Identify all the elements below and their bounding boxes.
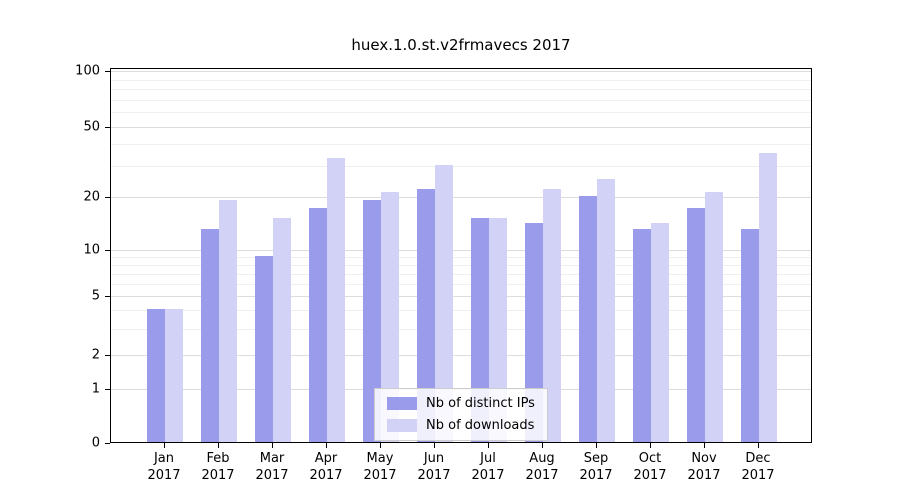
x-tick-mark (380, 443, 381, 448)
legend-swatch-distinct-ips (387, 397, 417, 410)
y-tick-label: 2 (91, 347, 100, 363)
legend-label-downloads: Nb of downloads (426, 418, 535, 433)
gridline-minor (111, 89, 811, 90)
bar-distinct-ips (201, 229, 219, 442)
x-tick-label: Mar 2017 (255, 451, 289, 483)
x-tick-mark (542, 443, 543, 448)
bar-distinct-ips (309, 208, 327, 442)
gridline-minor (111, 166, 811, 167)
gridline-minor (111, 257, 811, 258)
bar-distinct-ips (579, 196, 597, 442)
bar-downloads (219, 200, 237, 442)
gridline-major (111, 71, 811, 72)
x-tick-mark (218, 443, 219, 448)
x-tick-label: Jul 2017 (471, 451, 505, 483)
legend-item-distinct-ips: Nb of distinct IPs (387, 396, 535, 411)
bar-distinct-ips (633, 229, 651, 442)
legend-item-downloads: Nb of downloads (387, 418, 535, 433)
y-tick-mark (105, 389, 110, 390)
gridline-major (111, 250, 811, 251)
bar-downloads (273, 218, 291, 442)
x-tick-mark (596, 443, 597, 448)
x-tick-label: Dec 2017 (741, 451, 775, 483)
bar-distinct-ips (147, 309, 165, 442)
x-tick-mark (164, 443, 165, 448)
bar-distinct-ips (255, 256, 273, 442)
x-tick-label: Apr 2017 (309, 451, 343, 483)
legend: Nb of distinct IPs Nb of downloads (374, 388, 548, 441)
x-tick-label: Nov 2017 (687, 451, 721, 483)
x-tick-label: Aug 2017 (525, 451, 559, 483)
gridline-minor (111, 265, 811, 266)
bar-downloads (597, 179, 615, 442)
y-tick-label: 5 (91, 288, 100, 304)
bar-distinct-ips (525, 223, 543, 442)
gridline-major (111, 127, 811, 128)
x-tick-mark (488, 443, 489, 448)
y-tick-label: 10 (83, 242, 100, 258)
x-tick-label: May 2017 (363, 451, 397, 483)
bar-downloads (651, 223, 669, 442)
x-tick-mark (704, 443, 705, 448)
bar-downloads (381, 192, 399, 442)
bar-downloads (165, 309, 183, 442)
y-tick-mark (105, 71, 110, 72)
x-tick-label: Jan 2017 (147, 451, 181, 483)
gridline-minor (111, 274, 811, 275)
bar-downloads (759, 153, 777, 442)
gridline-major (111, 296, 811, 297)
gridline-minor (111, 144, 811, 145)
gridline-minor (111, 80, 811, 81)
gridline-minor (111, 100, 811, 101)
y-tick-mark (105, 197, 110, 198)
bar-distinct-ips (741, 229, 759, 442)
bar-distinct-ips (471, 218, 489, 442)
y-tick-label: 20 (83, 189, 100, 205)
legend-swatch-downloads (387, 419, 417, 432)
y-tick-label: 0 (91, 435, 100, 451)
plot-area (110, 68, 812, 443)
bar-distinct-ips (363, 200, 381, 442)
bar-distinct-ips (417, 189, 435, 442)
y-tick-label: 50 (83, 119, 100, 135)
legend-label-distinct-ips: Nb of distinct IPs (426, 396, 535, 411)
y-tick-mark (105, 296, 110, 297)
bar-downloads (327, 158, 345, 442)
gridline-minor (111, 310, 811, 311)
x-tick-mark (650, 443, 651, 448)
gridline-minor (111, 112, 811, 113)
x-tick-label: Oct 2017 (633, 451, 667, 483)
y-tick-mark (105, 355, 110, 356)
x-tick-label: Jun 2017 (417, 451, 451, 483)
y-tick-label: 1 (91, 381, 100, 397)
x-tick-mark (326, 443, 327, 448)
chart-title: huex.1.0.st.v2frmavecs 2017 (351, 36, 571, 54)
x-tick-label: Feb 2017 (201, 451, 235, 483)
y-tick-mark (105, 250, 110, 251)
x-tick-mark (272, 443, 273, 448)
gridline-minor (111, 284, 811, 285)
x-tick-label: Sep 2017 (579, 451, 613, 483)
y-tick-mark (105, 443, 110, 444)
gridline-major (111, 355, 811, 356)
y-tick-label: 100 (75, 63, 100, 79)
bar-downloads (435, 165, 453, 442)
bar-downloads (543, 189, 561, 442)
x-tick-mark (758, 443, 759, 448)
bar-downloads (705, 192, 723, 442)
gridline-minor (111, 329, 811, 330)
x-tick-mark (434, 443, 435, 448)
gridline-major (111, 197, 811, 198)
bar-downloads (489, 218, 507, 442)
y-tick-mark (105, 127, 110, 128)
bar-distinct-ips (687, 208, 705, 442)
